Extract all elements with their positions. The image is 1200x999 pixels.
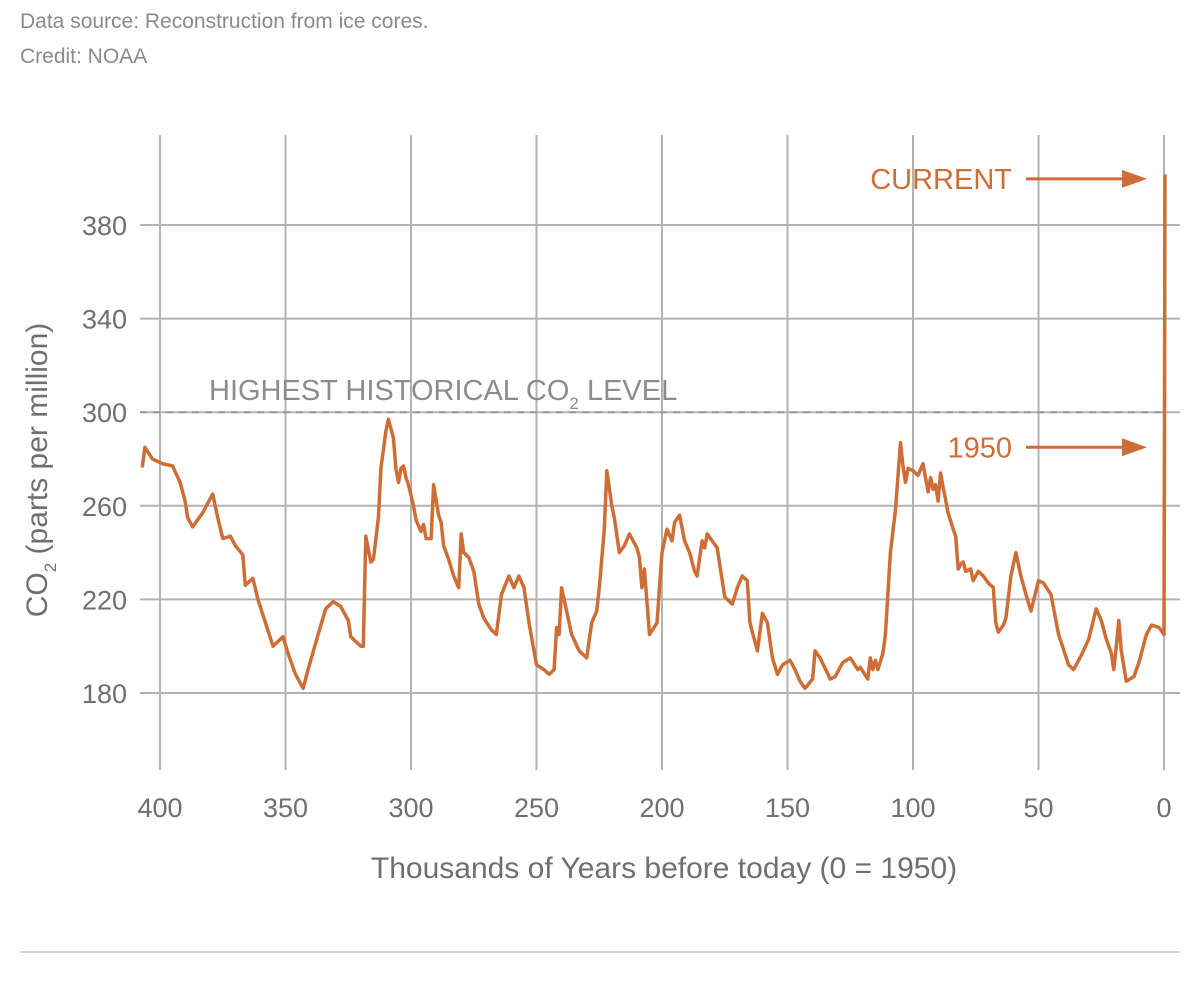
x-tick-label-100: 100	[890, 793, 935, 823]
y-tick-label-300: 300	[82, 398, 127, 428]
data-source-note: Data source: Reconstruction from ice cor…	[20, 10, 429, 33]
x-tick-label-150: 150	[765, 793, 810, 823]
y-tick-label-220: 220	[82, 585, 127, 615]
y-axis-title: CO2 (parts per million)	[21, 323, 60, 618]
bottom-divider	[20, 951, 1180, 953]
y-tick-label-380: 380	[82, 211, 127, 241]
y-tick-label-260: 260	[82, 492, 127, 522]
x-tick-label-200: 200	[639, 793, 684, 823]
chart-annotations: CURRENT 1950	[870, 164, 1147, 464]
x-tick-label-0: 0	[1156, 793, 1171, 823]
x-tick-label-250: 250	[514, 793, 559, 823]
annotation-label-1950: 1950	[947, 432, 1012, 464]
y-tick-label-340: 340	[82, 305, 127, 335]
x-tick-label-50: 50	[1023, 793, 1053, 823]
y-axis-ticks: 180 220 260 300 340 380	[82, 211, 127, 709]
x-tick-label-400: 400	[137, 793, 182, 823]
x-tick-label-350: 350	[263, 793, 308, 823]
annotation-arrowhead	[1122, 169, 1147, 188]
annotation-arrowhead	[1122, 438, 1147, 457]
reference-line-label: HIGHEST HISTORICAL CO2 LEVEL	[209, 375, 677, 413]
x-axis-title: Thousands of Years before today (0 = 195…	[371, 852, 957, 885]
credit-note: Credit: NOAA	[20, 45, 148, 68]
annotation-label-current: CURRENT	[870, 164, 1012, 196]
x-tick-label-300: 300	[388, 793, 433, 823]
x-axis-ticks: 400 350 300 250 200 150 100 50 0	[137, 793, 1171, 823]
recent-spike-line	[1162, 174, 1167, 637]
y-tick-label-180: 180	[82, 679, 127, 709]
co2-series-line	[140, 417, 1166, 691]
